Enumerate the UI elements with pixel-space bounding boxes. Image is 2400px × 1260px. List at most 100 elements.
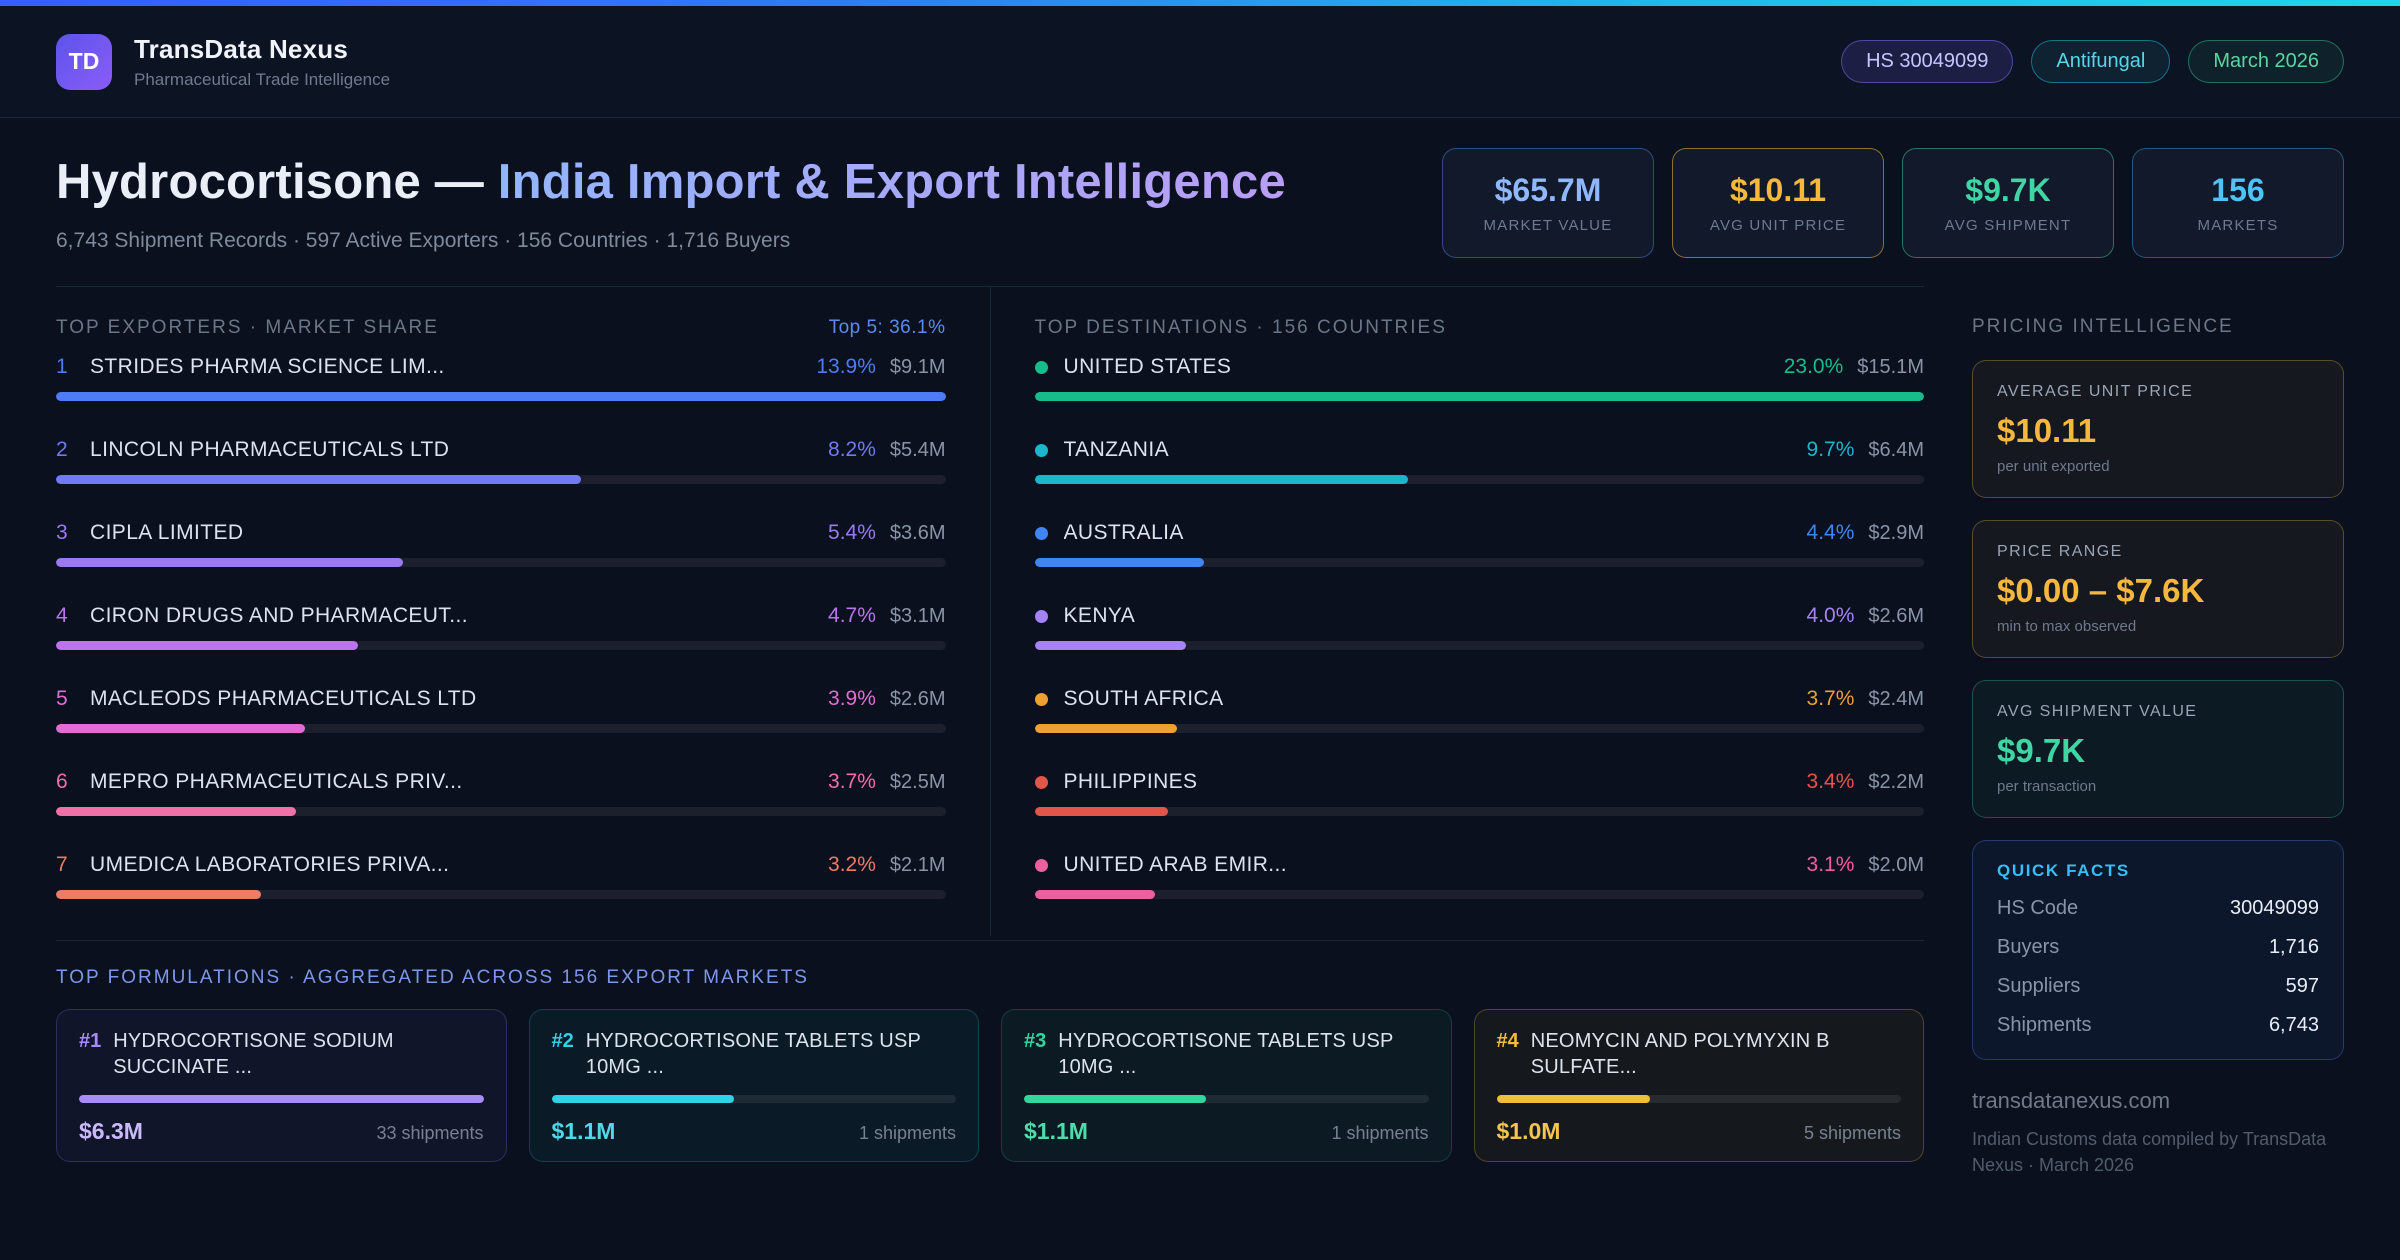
page-title-primary: Hydrocortisone — [56,155,498,210]
destination-row-top: AUSTRALIA 4.4% $2.9M [1034,521,1924,545]
page-subtitle: 6,743 Shipment Records · 597 Active Expo… [56,228,791,252]
exporter-row: 6 MEPRO PHARMACEUTICALS PRIV... 3.7% $2.… [56,770,946,816]
country-dot-icon [1034,692,1048,706]
formulation-value: $1.1M [1024,1118,1088,1144]
quick-facts-rows: HS Code 30049099 Buyers 1,716 Suppliers … [1997,897,2319,1037]
quick-fact-value: 597 [2285,975,2319,997]
pricing-card-value: $10.11 [1997,412,2097,449]
destination-row: AUSTRALIA 4.4% $2.9M [1034,521,1924,567]
pricing-card-label: PRICE RANGE [1997,543,2123,560]
exporters-title: TOP EXPORTERS · MARKET SHARE [56,317,439,338]
stat-cards: $65.7M MARKET VALUE $10.11 AVG UNIT PRIC… [1442,148,2344,258]
formulation-card: #2 HYDROCORTISONE TABLETS USP 10MG ... $… [528,1009,979,1162]
exporter-bar-track [56,475,946,484]
formulation-value: $6.3M [79,1118,143,1144]
destination-metrics: 3.7% $2.4M [1807,687,1924,711]
destination-name: UNITED STATES [1063,355,1232,378]
destination-bar-fill [1034,475,1409,484]
exporter-metrics: 5.4% $3.6M [828,521,945,545]
exporter-row-top: 2 LINCOLN PHARMACEUTICALS LTD 8.2% $5.4M [56,438,946,462]
exporter-bar-track [56,558,946,567]
stat-label: AVG UNIT PRICE [1709,217,1847,234]
stat-value: $10.11 [1729,172,1827,208]
destination-value: $2.2M [1868,771,1924,793]
exporter-metrics: 3.9% $2.6M [828,687,945,711]
destination-row-top: TANZANIA 9.7% $6.4M [1034,438,1924,462]
exporter-list: 1 STRIDES PHARMA SCIENCE LIM... 13.9% $9… [56,355,946,899]
exporter-row: 1 STRIDES PHARMA SCIENCE LIM... 13.9% $9… [56,355,946,401]
destination-row: SOUTH AFRICA 3.7% $2.4M [1034,687,1924,733]
destination-value: $2.4M [1868,688,1924,710]
formulation-bar-track [551,1095,956,1103]
exporter-metrics: 8.2% $5.4M [828,438,945,462]
formulation-foot: $1.1M 1 shipments [552,1118,957,1145]
formulation-head: #4 NEOMYCIN AND POLYMYXIN B SULFATE... [1497,1028,1902,1080]
exporter-metrics: 3.2% $2.1M [828,853,945,877]
exporter-name: CIPLA LIMITED [90,521,244,544]
exporter-row-top: 6 MEPRO PHARMACEUTICALS PRIV... 3.7% $2.… [56,770,946,794]
destination-share-pct: 4.4% [1806,521,1855,544]
formulation-foot: $6.3M 33 shipments [79,1118,484,1145]
destination-value: $2.9M [1868,522,1924,544]
destination-share-pct: 9.7% [1806,438,1855,461]
destinations-header: TOP DESTINATIONS · 156 COUNTRIES [1035,317,1925,339]
hero-section: Hydrocortisone — India Import & Export I… [0,118,2400,286]
destination-bar-track [1034,724,1924,733]
ranking-lists: TOP EXPORTERS · MARKET SHARE Top 5: 36.1… [56,287,1924,936]
stat-card: $10.11 AVG UNIT PRICE [1672,148,1884,258]
exporter-row: 4 CIRON DRUGS AND PHARMACEUT... 4.7% $3.… [56,604,946,650]
exporter-row: 2 LINCOLN PHARMACEUTICALS LTD 8.2% $5.4M [56,438,946,484]
stat-card: 156 MARKETS [2132,148,2344,258]
header-badge[interactable]: March 2026 [2188,40,2344,83]
pricing-card: AVG SHIPMENT VALUE $9.7K per transaction [1972,680,2344,818]
exporter-row-top: 7 UMEDICA LABORATORIES PRIVA... 3.2% $2.… [56,853,946,877]
quick-fact-label: HS Code [1997,897,2079,919]
exporter-share-pct: 3.2% [828,853,876,876]
exporter-name: STRIDES PHARMA SCIENCE LIM... [90,355,445,378]
exporter-bar-fill [56,807,297,816]
stat-value: $9.7K [1965,172,2051,208]
formulation-name: HYDROCORTISONE TABLETS USP 10MG ... [585,1030,921,1078]
formulation-card: #3 HYDROCORTISONE TABLETS USP 10MG ... $… [1001,1009,1452,1162]
destination-value: $2.6M [1868,605,1924,627]
exporters-column: TOP EXPORTERS · MARKET SHARE Top 5: 36.1… [56,287,990,936]
destination-metrics: 3.1% $2.0M [1807,853,1924,877]
formulation-foot: $1.0M 5 shipments [1497,1118,1902,1145]
stat-label: MARKETS [2197,217,2279,234]
destination-value: $6.4M [1868,439,1924,461]
destination-row-top: SOUTH AFRICA 3.7% $2.4M [1034,687,1924,711]
exporter-metrics: 3.7% $2.5M [828,770,945,794]
destination-name: UNITED ARAB EMIR... [1063,853,1287,876]
formulation-bar-track [1024,1095,1429,1103]
stat-label: MARKET VALUE [1483,217,1613,234]
header-badge[interactable]: HS 30049099 [1841,40,2014,83]
footer-note: Indian Customs data compiled by TransDat… [1972,1129,2327,1176]
exporter-bar-track [56,890,946,899]
exporter-bar-fill [56,475,581,484]
formulation-name: HYDROCORTISONE TABLETS USP 10MG ... [1058,1030,1394,1078]
exporter-bar-fill [56,392,946,401]
destination-name: TANZANIA [1063,438,1169,461]
destination-row: KENYA 4.0% $2.6M [1034,604,1924,650]
destination-metrics: 4.4% $2.9M [1807,521,1924,545]
formulation-rank: #4 [1496,1030,1519,1052]
stat-value: $65.7M [1494,172,1602,208]
exporter-value: $2.1M [889,854,946,876]
quick-fact-label: Suppliers [1997,975,2081,997]
formulation-card: #4 NEOMYCIN AND POLYMYXIN B SULFATE... $… [1473,1009,1924,1162]
pricing-card-value: $9.7K [1997,732,2086,769]
quick-fact-row: Buyers 1,716 [1997,936,2319,959]
destination-row-top: UNITED STATES 23.0% $15.1M [1034,355,1924,379]
destination-row-top: UNITED ARAB EMIR... 3.1% $2.0M [1034,853,1924,877]
country-dot-icon [1034,443,1048,457]
formulation-shipments: 33 shipments [376,1123,484,1143]
header-badge[interactable]: Antifungal [2031,40,2171,83]
app-logo: TD [56,33,112,90]
quick-fact-row: HS Code 30049099 [1997,897,2319,920]
destination-name: SOUTH AFRICA [1063,687,1224,710]
formulation-head: #3 HYDROCORTISONE TABLETS USP 10MG ... [1024,1028,1429,1080]
formulation-bar-fill [1496,1095,1651,1103]
destination-bar-fill [1034,890,1155,899]
stat-card: $9.7K AVG SHIPMENT [1902,148,2114,258]
